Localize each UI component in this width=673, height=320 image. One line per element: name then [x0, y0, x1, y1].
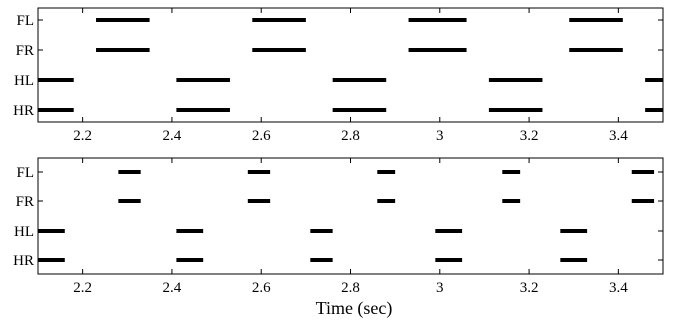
gait-panel-bottom: 2.2 2.4 2.6 2.8 3 3.2 3.4 FL FR HL HR: [13, 157, 664, 296]
gait-panel-top: 2.2 2.4 2.6 2.8 3 3.2 3.4 FL FR HL HR: [13, 7, 664, 144]
x-tick-label: 3.4: [609, 280, 628, 296]
y-tick-label-hl: HL: [14, 73, 34, 89]
x-tick-label: 2.4: [163, 280, 182, 296]
y-tick-label-hr: HR: [13, 103, 34, 119]
y-tick-label-fr: FR: [16, 194, 34, 210]
x-axis-label: Time (sec): [316, 298, 393, 319]
plot-frame: [37, 7, 664, 123]
x-tick-label: 3.4: [609, 128, 628, 144]
y-tick-label-hr: HR: [13, 253, 34, 269]
x-tick-label: 2.2: [73, 280, 92, 296]
y-tick-label-hl: HL: [14, 224, 34, 240]
plot-frame: [37, 157, 664, 275]
x-tick-label: 3: [436, 128, 444, 144]
y-tick-label-fr: FR: [16, 43, 34, 59]
x-tick-label: 3.2: [520, 280, 539, 296]
x-tick-label: 2.4: [163, 128, 182, 144]
x-tick-label: 2.6: [252, 280, 271, 296]
x-tick-label: 3: [436, 280, 444, 296]
x-tick-label: 2.6: [252, 128, 271, 144]
x-tick-label: 2.8: [341, 128, 360, 144]
x-tick-label: 2.2: [73, 128, 92, 144]
y-tick-label-fl: FL: [16, 13, 34, 29]
y-tick-label-fl: FL: [16, 165, 34, 181]
x-tick-label: 2.8: [341, 280, 360, 296]
x-tick-label: 3.2: [520, 128, 539, 144]
